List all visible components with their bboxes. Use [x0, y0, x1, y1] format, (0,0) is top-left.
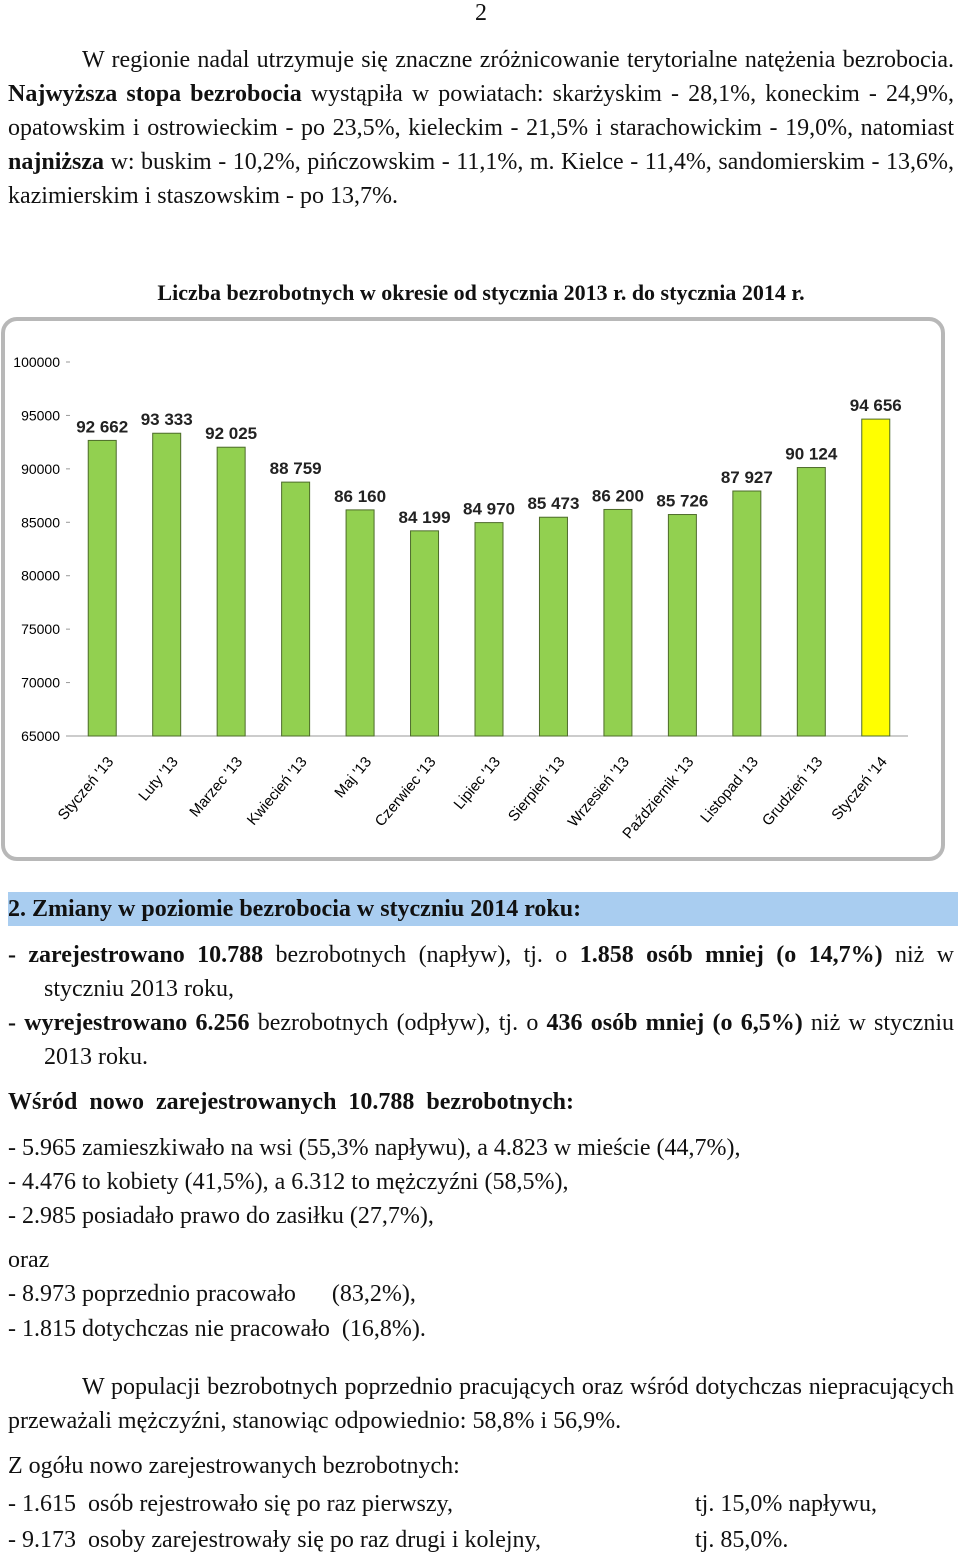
- text-run: niż w styczniu 2013 roku.: [44, 1010, 954, 1070]
- bar: [667, 514, 697, 737]
- new-heading: Wśród nowo zarejestrowanych 10.788 bezro…: [8, 1089, 574, 1115]
- text-run: Najwyższa stopa bezrobocia: [8, 81, 302, 107]
- total-text: - 1.615 osób rejestrowało się po raz pie…: [8, 1491, 453, 1517]
- bar: [216, 446, 246, 737]
- section-heading: 2. Zmiany w poziomie bezrobocia w styczn…: [8, 892, 958, 926]
- value-label: 85 726: [656, 492, 708, 511]
- text-run: 436 osób mniej (o 6,5%): [546, 1010, 803, 1036]
- total-row: - 1.615 osób rejestrowało się po raz pie…: [8, 1487, 954, 1523]
- y-tick-label: 95000: [21, 407, 60, 423]
- value-label: 92 025: [205, 424, 257, 443]
- chart-title: Liczba bezrobotnych w okresie od styczni…: [157, 280, 805, 305]
- list-line: - 5.965 zamieszkiwało na wsi (55,3% napł…: [8, 1135, 741, 1161]
- bar: [410, 530, 440, 737]
- value-label: 87 927: [721, 468, 773, 487]
- text-run: najniższa: [8, 149, 104, 175]
- change-item: - zarejestrowano 10.788 bezrobotnych (na…: [8, 938, 954, 1006]
- y-tick-label: 80000: [21, 568, 60, 584]
- y-tick-label: 85000: [21, 514, 60, 530]
- value-label: 90 124: [785, 445, 838, 464]
- change-item: - wyrejestrowano 6.256 bezrobotnych (odp…: [8, 1006, 954, 1074]
- bar: [603, 508, 633, 737]
- total-share: tj. 15,0% napływu,: [695, 1491, 877, 1517]
- value-label: 84 199: [399, 508, 451, 527]
- summary: W populacji bezrobotnych poprzednio prac…: [8, 1374, 954, 1434]
- y-tick-label: 100000: [13, 354, 60, 370]
- y-tick-label: 75000: [21, 621, 60, 637]
- total-row: - 9.173 osoby zarejestrowały się po raz …: [8, 1523, 954, 1559]
- y-tick-label: 70000: [21, 675, 60, 691]
- text-run: - wyrejestrowano 6.256: [8, 1010, 250, 1036]
- chart: 65000 70000 75000 80000 85000 90000 95000 10000…: [1, 317, 945, 861]
- oraz: oraz: [8, 1247, 50, 1273]
- intro-paragraph: W regionie nadal utrzymuje się znaczne z…: [8, 43, 954, 213]
- value-label: 88 759: [270, 459, 322, 478]
- total-text: - 9.173 osoby zarejestrowały się po raz …: [8, 1527, 541, 1553]
- page-number: 2: [475, 0, 487, 26]
- total-share: tj. 85,0%.: [695, 1527, 789, 1553]
- y-tick-label: 90000: [21, 461, 60, 477]
- value-label: 84 970: [463, 500, 515, 519]
- bar: [538, 516, 568, 737]
- bar: [474, 522, 504, 737]
- text-run: W regionie nadal utrzymuje się znaczne z…: [82, 47, 954, 73]
- bar: [732, 490, 762, 737]
- bar: [152, 432, 182, 737]
- text-run: niż w styczniu 2013 roku,: [44, 942, 955, 1002]
- list-line: - 4.476 to kobiety (41,5%), a 6.312 to m…: [8, 1169, 569, 1195]
- bar: [281, 481, 311, 737]
- text-run: w: buskim - 10,2%, pińczowskim - 11,1%, …: [8, 149, 954, 209]
- bar: [861, 418, 891, 737]
- list-line: - 1.815 dotychczas nie pracowało (16,8%)…: [8, 1316, 426, 1342]
- value-label: 93 333: [141, 410, 193, 429]
- text-run: - zarejestrowano 10.788: [8, 942, 264, 968]
- value-label: 86 160: [334, 487, 386, 506]
- bar: [87, 439, 117, 737]
- text-run: bezrobotnych (napływ), tj. o: [263, 942, 580, 968]
- work-lines: - 8.973 poprzednio pracowało (83,2%), - 1…: [8, 1277, 954, 1347]
- text-run: 1.858 osób mniej (o 14,7%): [579, 942, 883, 968]
- text-run: wystąpiła w powiatach: skarżyskim - 28,1…: [8, 81, 954, 141]
- bar: [345, 509, 375, 737]
- total-heading: Z ogółu nowo zarejestrowanych bezrobotny…: [8, 1453, 460, 1479]
- value-label: 86 200: [592, 486, 644, 505]
- value-label: 92 662: [76, 417, 128, 436]
- value-label: 85 473: [527, 494, 579, 513]
- changes-list: - zarejestrowano 10.788 bezrobotnych (na…: [8, 938, 954, 1074]
- y-tick-label: 65000: [21, 728, 60, 744]
- value-label: 94 656: [850, 396, 902, 415]
- new-lines: - 5.965 zamieszkiwało na wsi (55,3% napł…: [8, 1131, 954, 1233]
- text-run: bezrobotnych (odpływ), tj. o: [249, 1010, 547, 1036]
- total-rows: - 1.615 osób rejestrowało się po raz pie…: [8, 1487, 954, 1559]
- list-line: - 2.985 posiadało prawo do zasiłku (27,7…: [8, 1203, 434, 1229]
- list-line: - 8.973 poprzednio pracowało (83,2%),: [8, 1281, 416, 1307]
- bar: [796, 467, 826, 737]
